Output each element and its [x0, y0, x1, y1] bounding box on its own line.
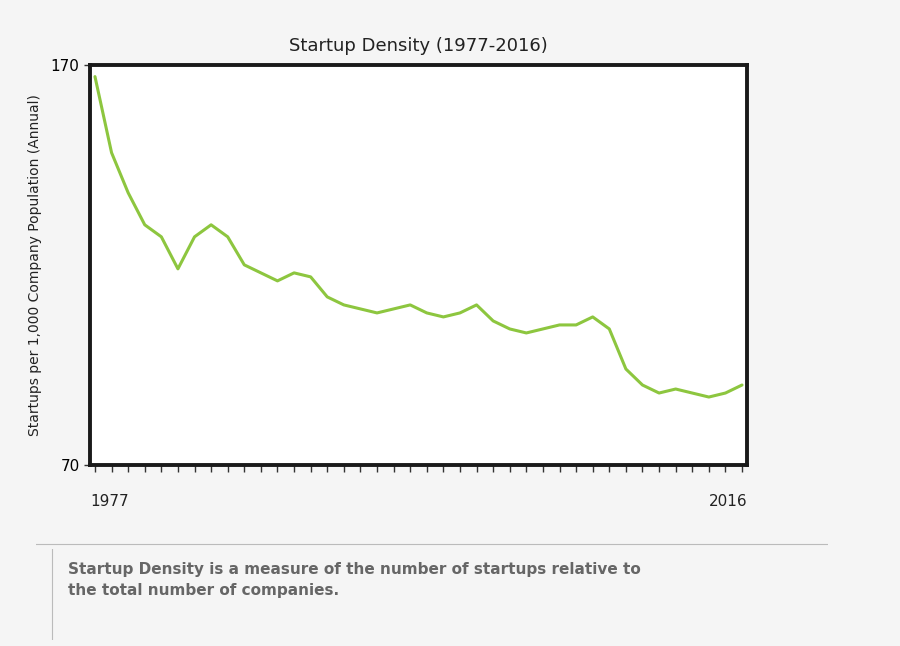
- Title: Startup Density (1977-2016): Startup Density (1977-2016): [289, 37, 548, 55]
- Text: 1977: 1977: [90, 494, 129, 509]
- Text: 2016: 2016: [708, 494, 747, 509]
- Text: Startup Density is a measure of the number of startups relative to
the total num: Startup Density is a measure of the numb…: [68, 562, 640, 598]
- Y-axis label: Startups per 1,000 Company Population (Annual): Startups per 1,000 Company Population (A…: [29, 94, 42, 436]
